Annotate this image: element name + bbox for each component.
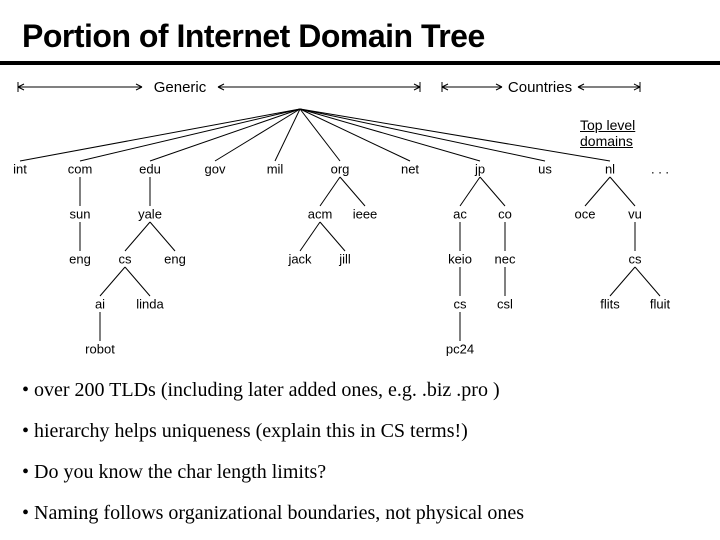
- tree-node: csl: [497, 297, 513, 312]
- tree-node: edu: [139, 162, 161, 177]
- tree-node: . . .: [651, 162, 669, 177]
- tree-node: robot: [85, 342, 115, 357]
- tree-node: cs: [629, 252, 642, 267]
- tree-node: org: [331, 162, 350, 177]
- tree-node: ieee: [353, 207, 378, 222]
- tree-node: nl: [605, 162, 615, 177]
- tree-node: us: [538, 162, 552, 177]
- tree-node: jack: [288, 252, 311, 267]
- tree-node: sun: [70, 207, 91, 222]
- tree-node: com: [68, 162, 93, 177]
- tree-node: fluit: [650, 297, 670, 312]
- tree-node: ai: [95, 297, 105, 312]
- domain-tree-diagram: Generic Countries int com edu gov mil org net jp u…: [0, 69, 720, 369]
- tree-node: vu: [628, 207, 642, 222]
- tree-node: ac: [453, 207, 467, 222]
- tree-node: acm: [308, 207, 333, 222]
- top-level-callout: Top leveldomains: [580, 117, 635, 149]
- tree-node: cs: [454, 297, 467, 312]
- tree-node: yale: [138, 207, 162, 222]
- bullet-item: • hierarchy helps uniqueness (explain th…: [22, 420, 698, 443]
- tree-node: nec: [495, 252, 516, 267]
- bullet-item: • over 200 TLDs (including later added o…: [22, 379, 698, 402]
- bullet-list: • over 200 TLDs (including later added o…: [0, 369, 720, 525]
- bullet-item: • Do you know the char length limits?: [22, 461, 698, 484]
- tree-node: pc24: [446, 342, 474, 357]
- tree-node: eng: [164, 252, 186, 267]
- tree-node: gov: [205, 162, 226, 177]
- tree-node: int: [13, 162, 27, 177]
- tree-node: flits: [600, 297, 620, 312]
- tree-node: co: [498, 207, 512, 222]
- title-underline: [0, 61, 720, 65]
- tree-node: mil: [267, 162, 284, 177]
- tree-header: Generic: [154, 79, 207, 96]
- tree-node: keio: [448, 252, 472, 267]
- page-title: Portion of Internet Domain Tree: [0, 0, 720, 61]
- tree-node: eng: [69, 252, 91, 267]
- tree-node: cs: [119, 252, 132, 267]
- tree-node: net: [401, 162, 419, 177]
- tree-header: Countries: [508, 79, 572, 96]
- tree-node: jp: [475, 162, 485, 177]
- bullet-item: • Naming follows organizational boundari…: [22, 502, 698, 525]
- tree-node: linda: [136, 297, 163, 312]
- tree-node: oce: [575, 207, 596, 222]
- tree-node: jill: [339, 252, 351, 267]
